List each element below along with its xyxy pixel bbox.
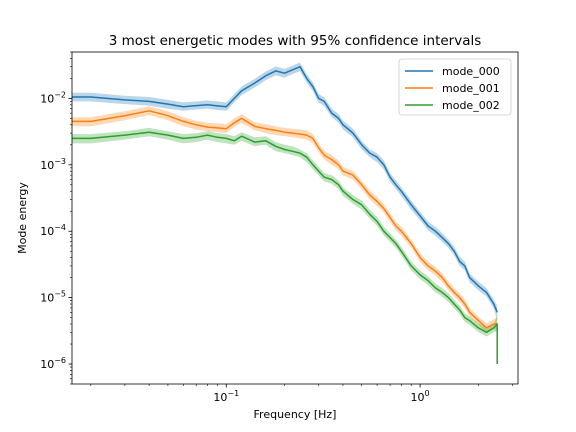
- x-tick-label-0: 10−1: [213, 389, 239, 404]
- legend-label-0: mode_000: [442, 65, 500, 78]
- y-tick-label-2: 10−4: [40, 223, 66, 238]
- y-tick-label-0: 10−2: [40, 90, 66, 105]
- plot-frame: [71, 51, 519, 385]
- series-line-1: [72, 110, 498, 329]
- series-lines: [72, 65, 498, 364]
- y-tick-label-1: 10−3: [40, 157, 66, 172]
- y-tick-label-4: 10−6: [40, 356, 66, 371]
- y-axis-label: Mode energy: [16, 182, 29, 254]
- x-axis-label: Frequency [Hz]: [254, 408, 337, 421]
- legend-label-1: mode_001: [442, 82, 500, 95]
- y-tick-label-3: 10−5: [40, 290, 66, 305]
- legend: mode_000 mode_001 mode_002: [398, 58, 512, 116]
- x-axis-ticks: 10−1 100: [90, 384, 513, 404]
- series-line-0: [72, 65, 498, 313]
- y-axis-ticks: 10−2 10−3 10−4 10−5 10−6: [40, 51, 72, 385]
- x-tick-label-1: 100: [411, 389, 430, 404]
- series-line-2: [72, 131, 498, 364]
- chart-title: 3 most energetic modes with 95% confiden…: [109, 33, 482, 49]
- legend-box: [398, 58, 512, 116]
- legend-label-2: mode_002: [442, 99, 500, 112]
